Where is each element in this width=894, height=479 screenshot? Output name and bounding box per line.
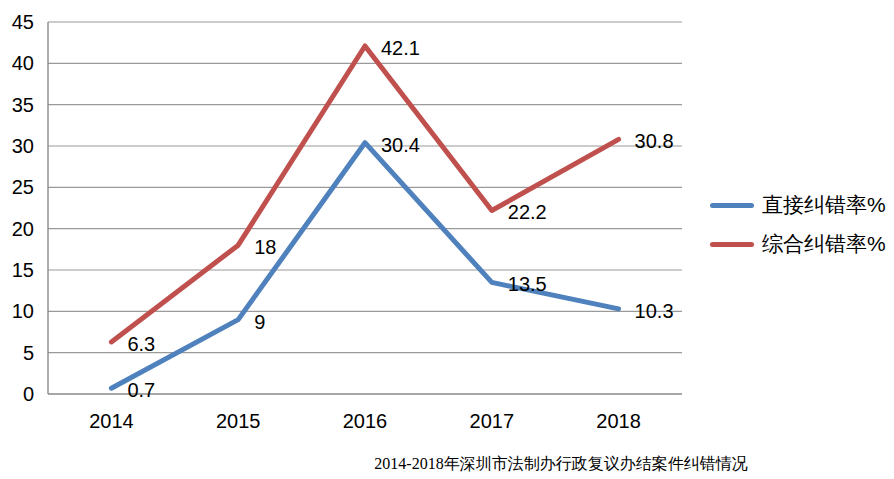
y-axis-tick-label: 25 xyxy=(12,176,34,198)
data-label-series-2: 22.2 xyxy=(508,201,547,223)
legend-line-swatch-red xyxy=(710,242,754,247)
data-label-series-1: 10.3 xyxy=(635,300,674,322)
y-axis-tick-label: 35 xyxy=(12,94,34,116)
y-axis-tick-label: 45 xyxy=(12,11,34,33)
data-label-series-1: 13.5 xyxy=(508,273,547,295)
x-axis-tick-label: 2016 xyxy=(343,410,388,432)
x-axis-tick-label: 2015 xyxy=(216,410,261,432)
chart-legend: 直接纠错率% 综合纠错率% xyxy=(710,193,886,271)
legend-label-series-2: 综合纠错率% xyxy=(762,230,886,258)
legend-label-series-1: 直接纠错率% xyxy=(762,191,886,219)
data-label-series-1: 0.7 xyxy=(127,379,155,401)
y-axis-tick-label: 5 xyxy=(23,342,34,364)
series-line-2 xyxy=(111,46,618,342)
line-chart: 0 5 10 15 20 25 30 35 40 45 2014 2015 2016 2017 2018 0.… xyxy=(0,0,894,479)
y-axis-tick-label: 10 xyxy=(12,300,34,322)
legend-line-swatch-blue xyxy=(710,203,754,208)
y-axis-tick-label: 40 xyxy=(12,52,34,74)
data-label-series-1: 30.4 xyxy=(381,134,420,156)
legend-item-series-1: 直接纠错率% xyxy=(710,193,886,217)
x-axis-tick-label: 2017 xyxy=(470,410,515,432)
y-axis-tick-label: 20 xyxy=(12,218,34,240)
legend-item-series-2: 综合纠错率% xyxy=(710,232,886,256)
chart-title: 2014-2018年深圳市法制办行政复议办结案件纠错情况 xyxy=(374,454,747,475)
x-axis-tick-label: 2018 xyxy=(596,410,641,432)
x-axis-tick-label: 2014 xyxy=(89,410,134,432)
y-axis-tick-label: 15 xyxy=(12,259,34,281)
data-label-series-2: 30.8 xyxy=(635,130,674,152)
y-axis-tick-label: 30 xyxy=(12,135,34,157)
data-label-series-1: 9 xyxy=(254,311,265,333)
y-axis-tick-label: 0 xyxy=(23,383,34,405)
data-label-series-2: 18 xyxy=(254,236,276,258)
data-label-series-2: 42.1 xyxy=(381,37,420,59)
data-label-series-2: 6.3 xyxy=(127,333,155,355)
